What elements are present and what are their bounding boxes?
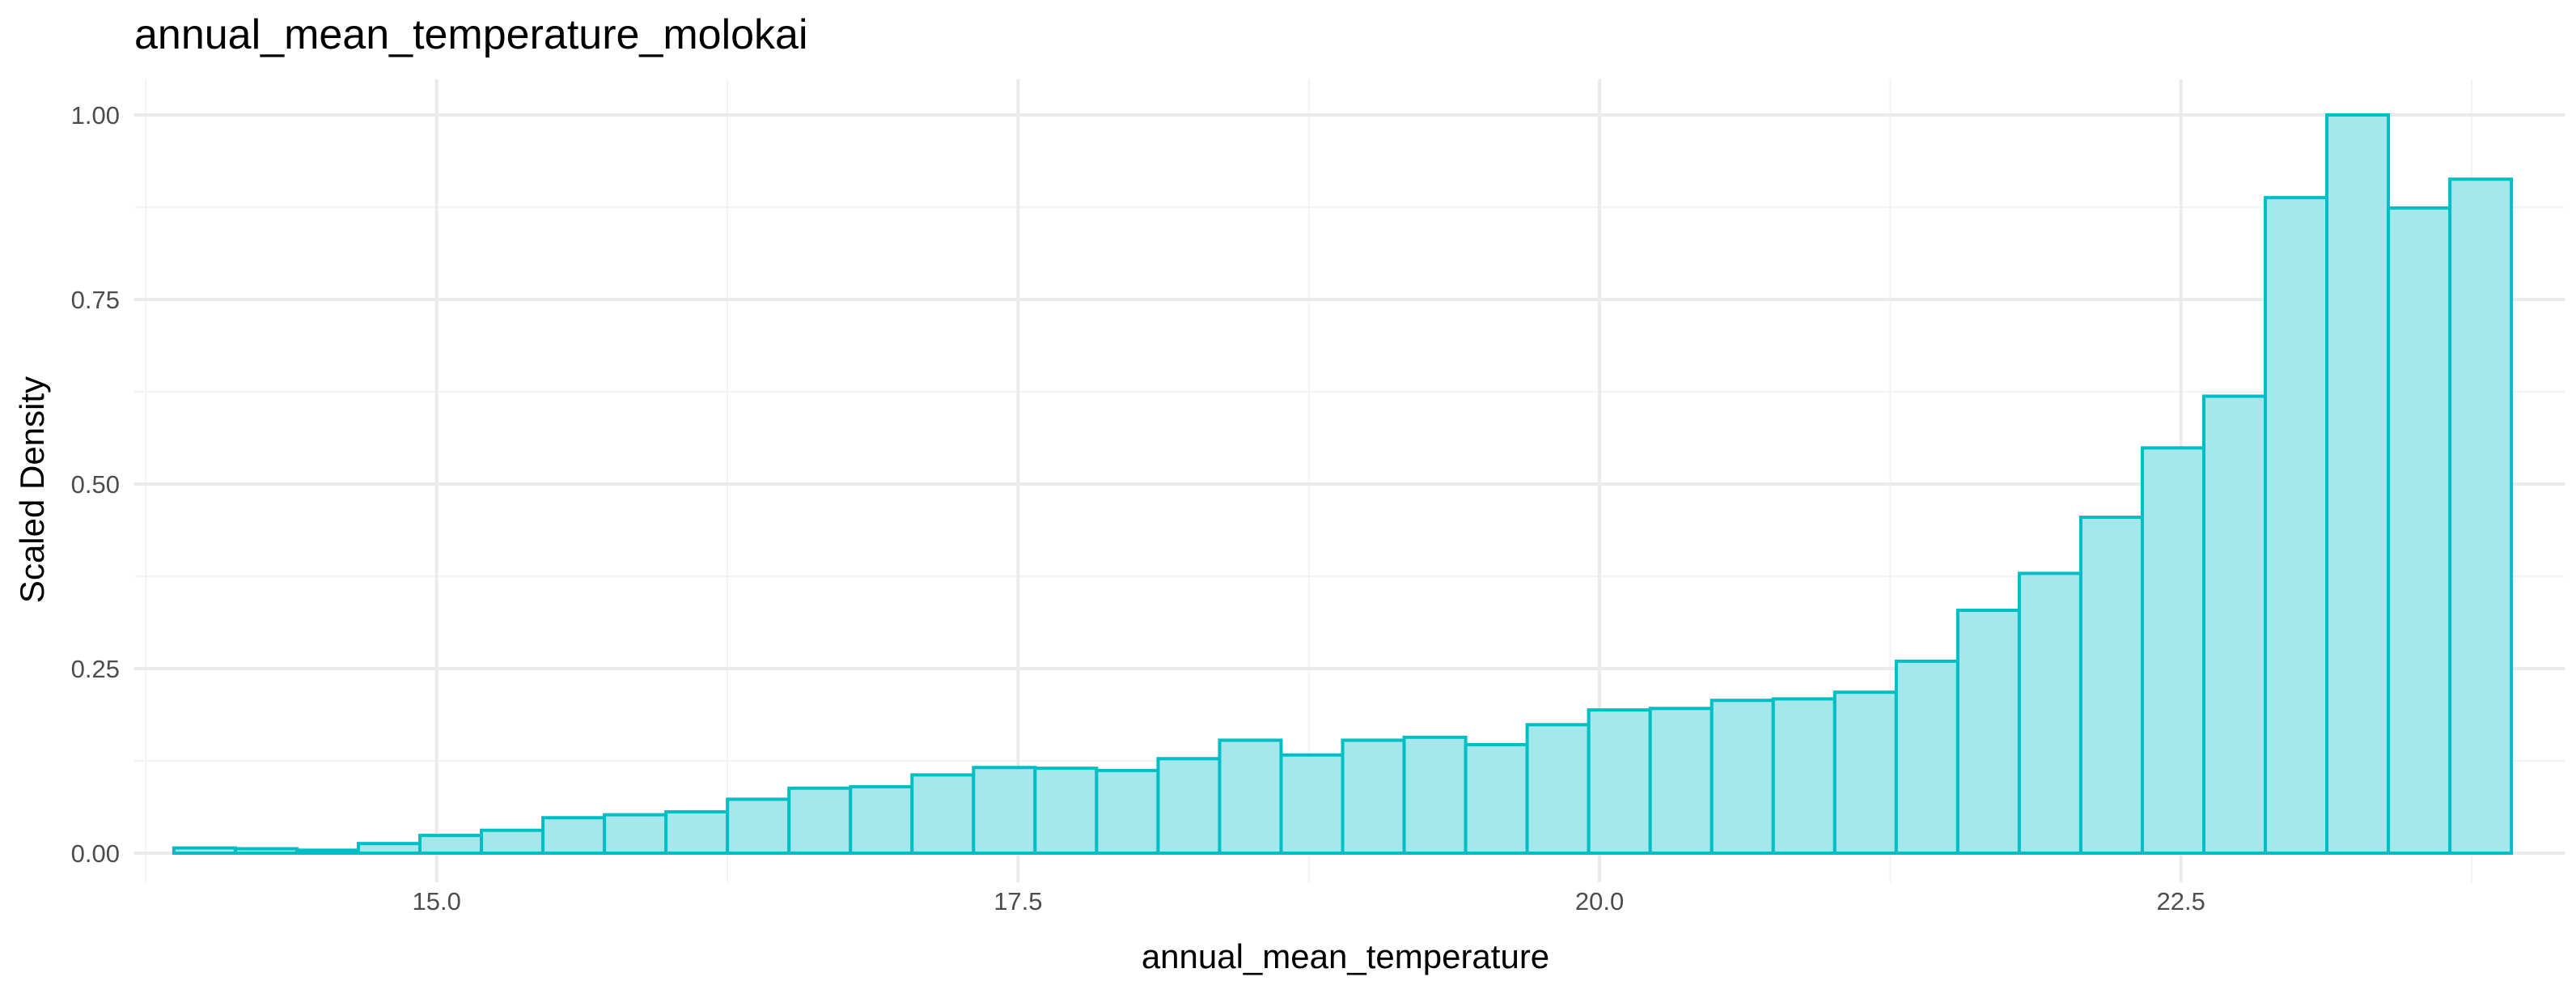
histogram-bar <box>1341 738 1406 855</box>
histogram-bar <box>787 786 853 856</box>
histogram-bar <box>2017 571 2082 855</box>
histogram-bar <box>1279 753 1345 855</box>
x-tick-label: 17.5 <box>994 887 1042 915</box>
histogram-bar <box>2201 394 2268 855</box>
histogram-bar <box>1033 767 1099 855</box>
histogram-bar <box>418 834 484 856</box>
bars <box>172 113 2514 856</box>
histogram-bar <box>849 784 914 855</box>
histogram-bar <box>1464 742 1529 855</box>
histogram-bar <box>2140 446 2205 855</box>
histogram-bar <box>664 809 730 855</box>
histogram-bar <box>1587 708 1652 856</box>
histogram-bar <box>1771 697 1837 856</box>
x-tick-label: 15.0 <box>413 887 461 915</box>
histogram-bar <box>910 773 976 855</box>
histogram-bar <box>356 842 422 856</box>
histogram-bar <box>1710 699 1775 855</box>
histogram-bar <box>1095 768 1160 856</box>
histogram-bar <box>2325 113 2391 855</box>
histogram-bar <box>1894 659 1960 855</box>
histogram-bar <box>1525 723 1591 856</box>
histogram-bar <box>172 846 237 855</box>
histogram-bar <box>972 766 1037 856</box>
histogram-bar <box>1648 707 1714 855</box>
histogram-bar <box>1402 735 1468 855</box>
histogram-bar <box>1955 608 2021 856</box>
histogram-bar <box>1218 738 1283 855</box>
histogram-bar <box>1156 757 1222 855</box>
chart-title: annual_mean_temperature_molokai <box>134 11 808 58</box>
x-tick-label: 20.0 <box>1575 887 1624 915</box>
histogram-bar <box>603 813 668 855</box>
x-axis-ticks: 15.0 17.5 20.0 22.5 <box>413 887 2205 915</box>
histogram-bar <box>480 828 545 856</box>
y-axis-label: Scaled Density <box>13 376 51 603</box>
histogram-bar <box>2448 177 2514 855</box>
histogram-bar <box>1832 690 1898 856</box>
y-tick-label: 0.75 <box>71 286 120 314</box>
histogram-bar <box>2078 516 2144 855</box>
histogram-bar <box>541 816 607 855</box>
y-tick-label: 0.00 <box>71 839 120 868</box>
y-tick-label: 0.25 <box>71 655 120 683</box>
x-tick-label: 22.5 <box>2157 887 2205 915</box>
y-tick-label: 0.50 <box>71 470 120 499</box>
histogram-bar <box>294 848 360 856</box>
histogram-bar <box>2264 196 2329 856</box>
histogram-bar <box>233 847 299 855</box>
y-tick-label: 1.00 <box>71 101 120 130</box>
x-axis-label: annual_mean_temperature <box>1142 937 1549 975</box>
y-axis-ticks: 0.00 0.25 0.50 0.75 1.00 <box>71 101 120 868</box>
histogram-bar <box>726 797 791 856</box>
histogram-bar <box>2387 206 2452 855</box>
